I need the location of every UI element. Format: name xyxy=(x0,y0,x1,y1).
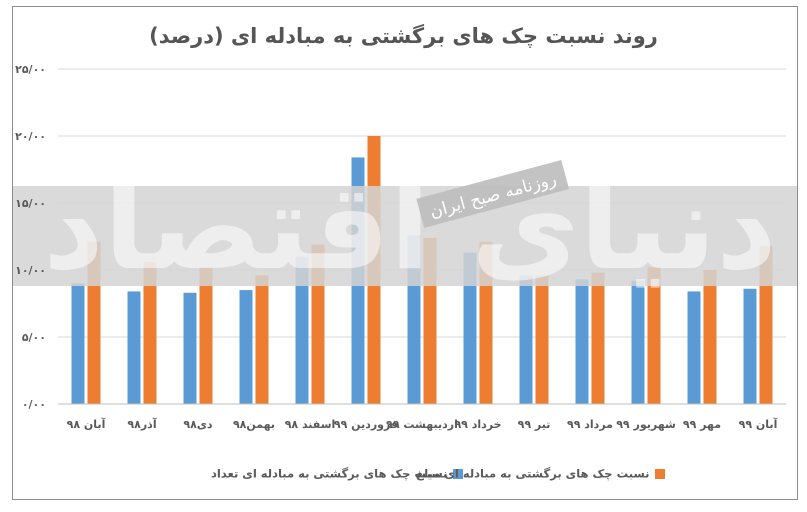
bar-count xyxy=(631,280,645,404)
bar-count xyxy=(463,252,477,404)
y-tick-label: ۰/۰۰ xyxy=(22,398,46,411)
x-tick-label: مهر ۹۹ xyxy=(683,418,721,431)
watermark-banner-box xyxy=(416,160,570,228)
y-tick-label: ۲۵/۰۰ xyxy=(15,63,46,76)
x-tick-label: آذر۹۸ xyxy=(127,417,156,431)
x-tick-label: فروردین ۹۹ xyxy=(334,418,398,431)
x-tick-label: شهریور ۹۹ xyxy=(616,418,676,431)
x-tick-label: بهمن۹۸ xyxy=(233,418,275,431)
axes: ۰/۰۰ ۵/۰۰ ۱۰/۰۰ ۱۵/۰۰ ۲۰/۰۰ ۲۵/۰۰ آبان ۹۸ آذر۹۸… xyxy=(15,63,786,431)
bar-amount xyxy=(535,275,549,404)
bar-count xyxy=(183,292,197,404)
bar-amount xyxy=(591,272,605,404)
x-tick-label: خرداد ۹۹ xyxy=(454,418,501,431)
bar-amount xyxy=(199,267,213,404)
y-tick-label: ۱۰/۰۰ xyxy=(15,264,46,277)
bar-count xyxy=(687,291,701,404)
bar-amount xyxy=(255,275,269,404)
bar-count xyxy=(295,256,309,404)
watermark-logo: دنیای اقتصاد xyxy=(43,158,777,296)
chart-title: روند نسبت چک های برگشتی به مبادله ای (در… xyxy=(149,24,658,48)
bar-count xyxy=(127,291,141,404)
x-tick-label: آبان ۹۸ xyxy=(67,417,106,431)
bar-amount xyxy=(703,270,717,404)
bar-amount xyxy=(647,267,661,404)
x-tick-label: آبان ۹۹ xyxy=(739,417,778,431)
watermark: دنیای اقتصاد روزنامه صبح ایران xyxy=(13,158,797,296)
x-tick-label: مرداد ۹۹ xyxy=(567,418,613,431)
x-tick-label: اسفند ۹۸ xyxy=(285,418,336,431)
bar-count xyxy=(519,275,533,404)
x-tick-label: دی۹۸ xyxy=(183,418,213,431)
legend-item-count: نسبت چک های برگشتی به مبادله ای تعداد xyxy=(211,466,464,482)
x-tick-label: تیر ۹۹ xyxy=(518,418,551,431)
bar-count xyxy=(575,279,589,404)
legend-label-amount: نسبت چک های برگشتی به مبادله ای مبلغ xyxy=(416,466,650,481)
y-tick-label: ۲۰/۰۰ xyxy=(15,130,46,143)
bar-count xyxy=(239,290,253,404)
legend-label-count: نسبت چک های برگشتی به مبادله ای تعداد xyxy=(211,466,448,481)
legend-swatch-count xyxy=(453,468,464,479)
legend-item-amount: نسبت چک های برگشتی به مبادله ای مبلغ xyxy=(416,466,666,482)
legend-swatch-amount xyxy=(655,468,666,479)
x-tick-label: اردیبهشت ۹۹ xyxy=(386,418,458,431)
watermark-band xyxy=(13,186,797,286)
bar-count xyxy=(743,288,757,404)
bar-count xyxy=(71,283,85,404)
y-tick-label: ۱۵/۰۰ xyxy=(15,197,46,210)
bar-amount xyxy=(143,261,157,404)
y-tick-label: ۵/۰۰ xyxy=(22,331,46,344)
